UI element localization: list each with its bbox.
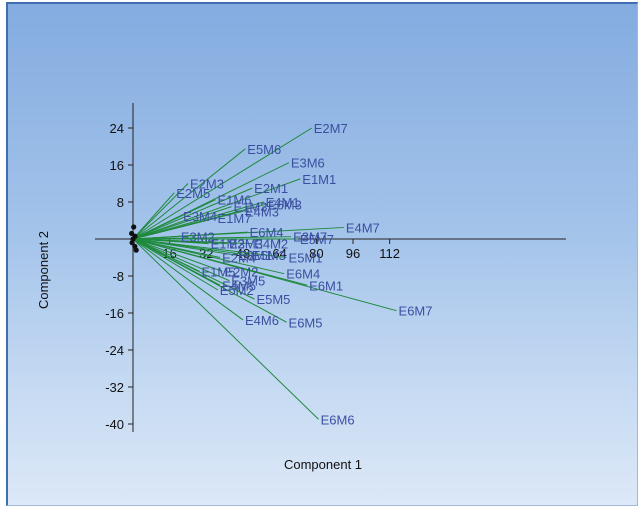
loading-label: E6M5	[289, 315, 323, 330]
observation-point	[133, 247, 139, 253]
loading-vectors	[132, 127, 397, 420]
x-tick-label: 112	[379, 246, 400, 261]
loading-label: E6M6	[321, 412, 355, 427]
loading-label: E2M5	[176, 186, 210, 201]
y-axis-label: Component 2	[36, 231, 51, 309]
loading-label: E3M2	[181, 230, 215, 245]
loading-line	[132, 148, 246, 240]
loading-line	[132, 238, 255, 300]
loading-label: E6M4	[286, 267, 320, 282]
loading-label: E4M1	[266, 195, 300, 210]
loading-line	[132, 215, 182, 240]
loading-label: E3M6	[291, 156, 325, 171]
loading-line	[132, 238, 219, 291]
loading-line	[132, 206, 232, 240]
loading-label: E6M1	[309, 278, 343, 293]
y-tick-label: -40	[105, 417, 124, 432]
loading-line	[132, 238, 223, 272]
x-tick-label: 48	[236, 246, 250, 261]
loading-line	[132, 238, 397, 312]
observation-point	[131, 224, 137, 230]
loading-label: E2M4	[222, 251, 256, 266]
loading-label: E4M5	[222, 278, 256, 293]
y-tick-label: -32	[105, 380, 124, 395]
loading-label: E3M7	[293, 230, 327, 245]
loading-label: E3M3	[229, 237, 263, 252]
y-tick-label: -16	[105, 306, 124, 321]
loading-label: E3M5	[231, 274, 265, 289]
loading-label: E6M3	[268, 197, 302, 212]
loading-label: E2M3	[190, 177, 224, 192]
chart-background	[6, 2, 638, 506]
loading-label: E5M5	[256, 292, 290, 307]
loading-line	[132, 238, 287, 323]
loading-label: E5M1	[289, 251, 323, 266]
loading-label: E2M1	[254, 181, 288, 196]
origin-points	[129, 224, 139, 253]
loading-label: E2M2	[224, 264, 258, 279]
loading-line	[132, 183, 189, 240]
loading-label: E1M3	[234, 200, 268, 215]
observation-point	[132, 233, 138, 239]
y-tick-label: -24	[105, 343, 124, 358]
loading-label: E2M7	[314, 121, 348, 136]
loading-line	[132, 187, 253, 240]
loading-label: E4M3	[245, 204, 279, 219]
loading-label: E5M3	[252, 248, 286, 263]
loading-line	[132, 238, 230, 282]
loading-line	[132, 192, 175, 240]
loading-label: E1M6	[218, 193, 252, 208]
loading-label: E4M2	[254, 237, 288, 252]
loading-label: E5M2	[220, 283, 254, 298]
loading-label: E1M1	[302, 172, 336, 187]
loading-line	[132, 238, 285, 275]
loading-label: E3M4	[183, 209, 217, 224]
loading-label: E6M4	[250, 225, 284, 240]
loading-line	[132, 178, 301, 240]
loading-line	[132, 238, 319, 420]
loading-line	[132, 127, 313, 240]
y-tick-label: 24	[110, 121, 124, 136]
loading-label: E1M7	[218, 211, 252, 226]
loading-label: E4M7	[346, 220, 380, 235]
loading-line	[132, 238, 244, 321]
loading-label: E3M1	[238, 248, 272, 263]
y-tick-label: 8	[117, 195, 124, 210]
y-tick-label: -8	[112, 269, 124, 284]
x-tick-label: 80	[309, 246, 323, 261]
x-tick-label: 96	[346, 246, 360, 261]
loading-label: E1M2	[211, 237, 245, 252]
loading-label: E4M6	[245, 313, 279, 328]
loading-label: E5M6	[247, 142, 281, 157]
loading-line	[132, 238, 253, 245]
loading-line	[132, 238, 250, 256]
loading-label: E1M5	[201, 264, 235, 279]
loading-line	[132, 217, 216, 240]
x-axis-label: Component 1	[284, 457, 362, 472]
loading-line	[132, 236, 179, 240]
y-tick-label: 16	[110, 158, 124, 173]
loading-label: E6M7	[399, 304, 433, 319]
observation-point	[129, 240, 135, 246]
loading-label: E5M7	[300, 232, 334, 247]
